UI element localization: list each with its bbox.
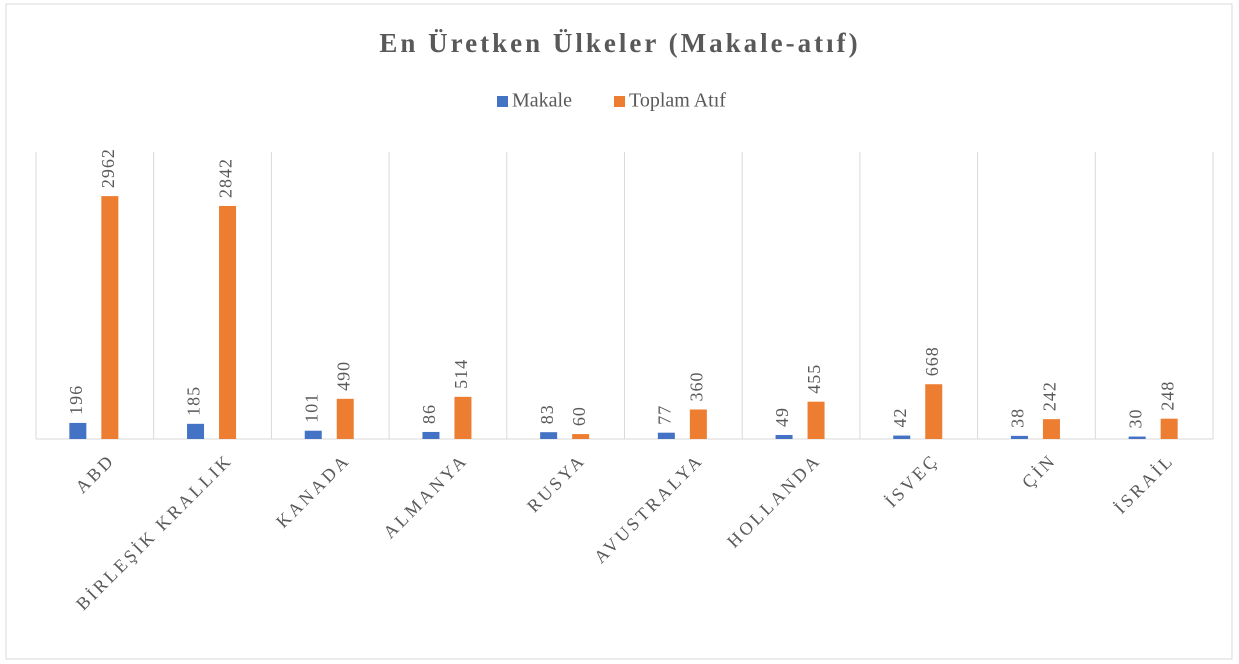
bar (219, 205, 237, 439)
data-label: 2842 (216, 158, 236, 198)
data-label: 86 (419, 404, 439, 424)
bar (775, 434, 793, 439)
data-label: 242 (1040, 381, 1060, 411)
chart-border (5, 3, 1233, 660)
legend-label: Makale (512, 90, 572, 112)
bar (336, 398, 354, 439)
chart-title: En Üretken Ülkeler (Makale-atıf) (379, 28, 860, 58)
legend: Makale Toplam Atıf (497, 90, 726, 112)
bar (925, 384, 943, 439)
data-label: 490 (333, 361, 353, 391)
bar (807, 401, 825, 439)
bar (304, 430, 322, 439)
bar (69, 422, 87, 439)
data-label: 360 (686, 371, 706, 401)
bar (422, 431, 440, 439)
data-label: 248 (1157, 381, 1177, 411)
bar (540, 432, 558, 439)
bar (1010, 435, 1028, 439)
data-label: 30 (1125, 409, 1145, 429)
legend-label: Toplam Atıf (629, 90, 726, 112)
data-label: 514 (451, 359, 471, 389)
data-label: 2962 (98, 148, 118, 188)
data-label: 668 (922, 346, 942, 376)
data-label: 49 (772, 407, 792, 427)
legend-swatch (614, 96, 625, 107)
bar (187, 423, 205, 439)
data-label: 455 (804, 364, 824, 394)
bar (893, 435, 911, 439)
data-label: 77 (654, 405, 674, 425)
data-label: 60 (569, 406, 589, 426)
data-label: 185 (184, 386, 204, 416)
data-label: 38 (1008, 408, 1028, 428)
data-label: 42 (890, 408, 910, 428)
bar (101, 196, 119, 439)
bar (1160, 418, 1178, 439)
legend-swatch (497, 96, 508, 107)
bar (657, 432, 675, 439)
bar (454, 396, 472, 439)
data-label: 101 (301, 393, 321, 423)
bar (572, 434, 590, 439)
bar (1128, 436, 1146, 439)
data-label: 83 (537, 404, 557, 424)
bar (689, 409, 707, 439)
data-label: 196 (66, 385, 86, 415)
bar (1042, 419, 1060, 439)
